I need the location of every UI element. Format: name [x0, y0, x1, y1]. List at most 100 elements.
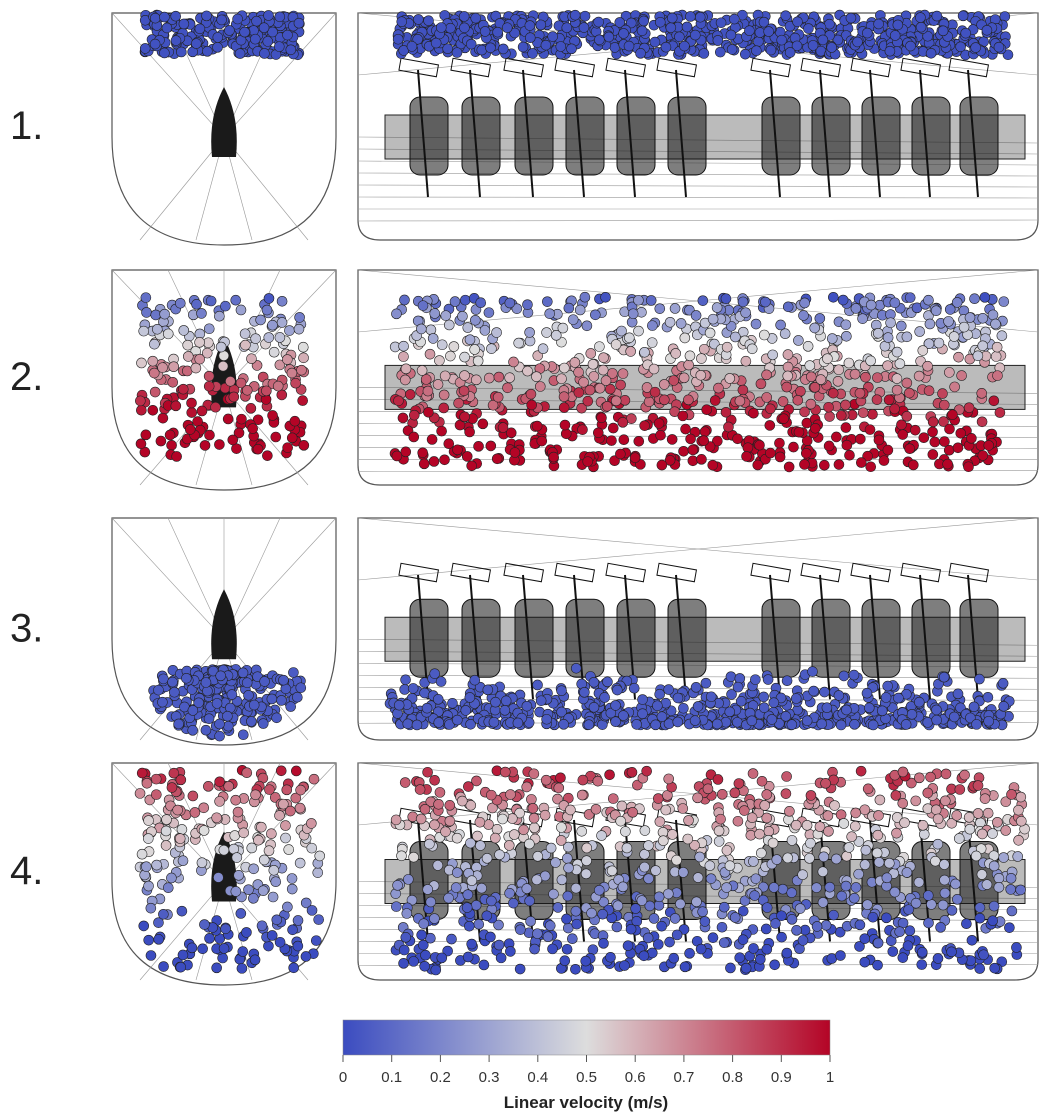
particle [708, 460, 718, 470]
particle [429, 456, 439, 466]
particle [505, 373, 515, 383]
particle [239, 828, 249, 838]
particle [1001, 825, 1011, 835]
particle [559, 392, 569, 402]
particle [158, 413, 168, 423]
particle [980, 292, 990, 302]
particle [177, 906, 187, 916]
particle [866, 300, 876, 310]
particle [627, 767, 637, 777]
particle [750, 675, 760, 685]
particle [282, 785, 292, 795]
particle [204, 381, 214, 391]
particle [546, 843, 556, 853]
particle [171, 401, 181, 411]
particle [215, 719, 225, 729]
particle [725, 373, 735, 383]
particle [238, 668, 248, 678]
particle [493, 27, 503, 37]
particle [759, 703, 769, 713]
particle [234, 870, 244, 880]
particle [420, 804, 430, 814]
particle [851, 808, 861, 818]
particle [540, 810, 550, 820]
particle [599, 353, 609, 363]
particle [883, 681, 893, 691]
particle [536, 696, 546, 706]
particle [591, 804, 601, 814]
particle [501, 696, 511, 706]
particle [890, 30, 900, 40]
particle [684, 360, 694, 370]
particle [570, 357, 580, 367]
particle [805, 838, 815, 848]
particle [457, 311, 467, 321]
particle [714, 826, 724, 836]
particle [522, 782, 532, 792]
particle [219, 845, 229, 855]
particle [643, 841, 653, 851]
particle [437, 340, 447, 350]
particle [392, 451, 402, 461]
particle [831, 432, 841, 442]
particle [846, 13, 856, 23]
particle [559, 719, 569, 729]
particle [965, 824, 975, 834]
particle [864, 703, 874, 713]
particle [151, 774, 161, 784]
particle [924, 918, 934, 928]
particle [782, 948, 792, 958]
particle [445, 351, 455, 361]
particle [926, 899, 936, 909]
particle [418, 448, 428, 458]
particle [919, 433, 929, 443]
particle [855, 920, 865, 930]
particle [833, 376, 843, 386]
particle [674, 32, 684, 42]
particle [292, 692, 302, 702]
particle [426, 897, 436, 907]
particle [452, 48, 462, 58]
particle [618, 711, 628, 721]
particle [701, 678, 711, 688]
particle [463, 890, 473, 900]
particle [923, 788, 933, 798]
particle [751, 319, 761, 329]
particle [423, 386, 433, 396]
particle [486, 790, 496, 800]
particle [727, 44, 737, 54]
particle [439, 403, 449, 413]
particle [778, 884, 788, 894]
particle [224, 781, 234, 791]
particle [231, 295, 241, 305]
particle [249, 700, 259, 710]
particle [999, 297, 1009, 307]
particle [244, 690, 254, 700]
particle [930, 437, 940, 447]
particle [307, 843, 317, 853]
particle [788, 442, 798, 452]
particle [486, 344, 496, 354]
particle [400, 375, 410, 385]
particle [735, 953, 745, 963]
particle [449, 342, 459, 352]
particle [267, 694, 277, 704]
particle [459, 386, 469, 396]
rotor [762, 97, 800, 175]
particle [571, 906, 581, 916]
particle [762, 944, 772, 954]
particle [755, 829, 765, 839]
particle [705, 861, 715, 871]
particle [830, 801, 840, 811]
particle [932, 11, 942, 21]
particle [202, 46, 212, 56]
particle [148, 356, 158, 366]
particle [588, 359, 598, 369]
particle [567, 934, 577, 944]
particle [993, 371, 1003, 381]
particle [282, 902, 292, 912]
particle [474, 919, 484, 929]
particle [795, 904, 805, 914]
particle [890, 298, 900, 308]
particle [904, 905, 914, 915]
